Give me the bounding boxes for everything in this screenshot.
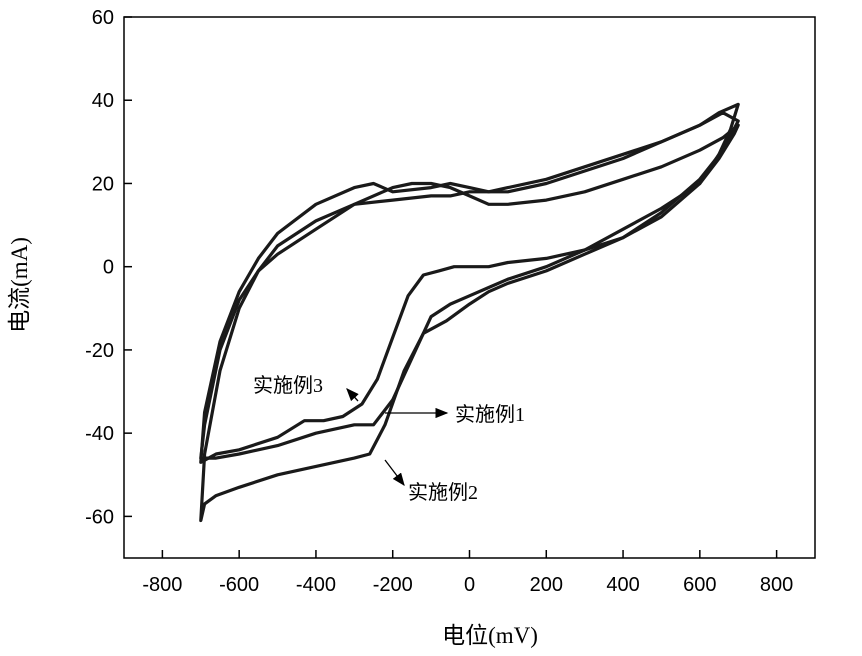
annotation-label: 实施例1 [455, 403, 525, 426]
y-tick-label: 20 [92, 173, 114, 195]
y-tick-label: 0 [103, 257, 114, 279]
axis-ticks [124, 17, 777, 558]
x-tick-label: 600 [683, 574, 716, 596]
x-tick-label: 0 [464, 574, 475, 596]
y-tick-label: 60 [92, 7, 114, 29]
cv-curve-2 [201, 113, 738, 521]
x-tick-label: 800 [760, 574, 793, 596]
x-tick-label: -400 [296, 574, 336, 596]
annotation-label: 实施例3 [253, 374, 323, 397]
cv-curves [201, 104, 738, 520]
y-tick-label: -20 [85, 340, 114, 362]
axis-tick-labels: -800-600-400-2000200400600800-60-40-2002… [85, 7, 793, 596]
annotation-label: 实施例2 [408, 481, 478, 504]
y-tick-label: -40 [85, 423, 114, 445]
y-axis-title: 电流(mA) [7, 237, 32, 333]
chart-svg: -800-600-400-2000200400600800-60-40-2002… [0, 0, 862, 656]
x-tick-label: 400 [606, 574, 639, 596]
annotation-arrow [347, 389, 358, 401]
y-tick-label: -60 [85, 506, 114, 528]
y-tick-label: 40 [92, 90, 114, 112]
x-tick-label: -200 [373, 574, 413, 596]
x-tick-label: -800 [142, 574, 182, 596]
annotation-arrow [385, 460, 404, 485]
x-tick-label: 200 [530, 574, 563, 596]
x-axis-title: 电位(mV) [442, 623, 538, 648]
plot-frame [124, 17, 815, 558]
x-tick-label: -600 [219, 574, 259, 596]
